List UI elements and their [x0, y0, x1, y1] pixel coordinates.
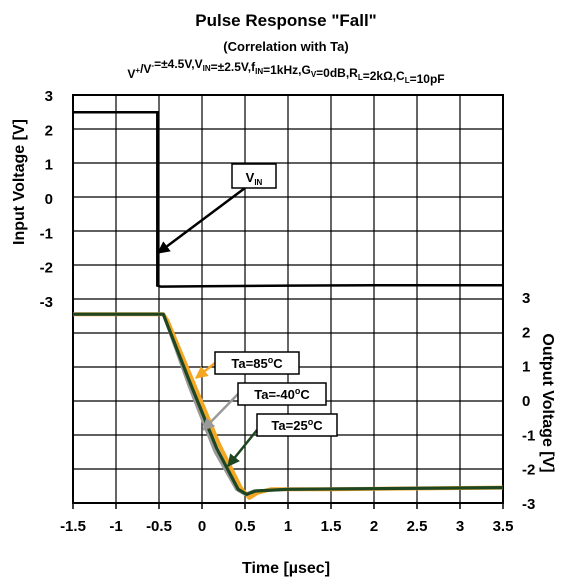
y-left-tick-label: 2 [45, 122, 53, 139]
x-tick-label: 1.5 [321, 518, 342, 535]
y-right-axis-label: Output Voltage [V] [539, 333, 556, 472]
x-tick-label: 0.5 [235, 518, 256, 535]
annotation-box [256, 413, 338, 437]
x-tick-label: -1 [109, 518, 122, 535]
annotation-arrow [227, 429, 258, 467]
test-conditions: V+/V-=±4.5V,VIN=±2.5V,fIN=1kHz,GV=0dB,RL… [127, 57, 444, 86]
y-right-tick-label: 2 [522, 324, 530, 341]
annotation-label: Ta=85oC [231, 355, 283, 371]
y-left-tick-label: 0 [45, 191, 53, 208]
annotation-box [237, 382, 327, 406]
annotation-label: Ta=-40oC [254, 386, 310, 402]
y-left-tick-label: -1 [40, 225, 53, 242]
x-tick-label: -0.5 [146, 518, 172, 535]
chart-subtitle: (Correlation with Ta) [223, 39, 348, 54]
y-left-tick-label: -3 [40, 294, 53, 311]
x-tick-label: -1.5 [60, 518, 86, 535]
x-tick-label: 1 [284, 518, 292, 535]
y-right-tick-label: -2 [522, 462, 535, 479]
y-right-tick-label: 3 [522, 290, 530, 307]
output-series-line [73, 312, 504, 496]
y-right-tick-label: -1 [522, 427, 535, 444]
y-left-tick-label: 3 [45, 88, 53, 105]
annotation-box [214, 351, 300, 375]
y-right-tick-label: 0 [522, 393, 530, 410]
annotation-label: VIN [246, 170, 263, 187]
y-left-axis-label: Input Voltage [V] [11, 119, 28, 245]
annotation-label: Ta=25oC [271, 417, 323, 433]
y-right-tick-label: 1 [522, 359, 530, 376]
y-left-tick-label: -2 [40, 260, 53, 277]
annotation-arrow [156, 186, 246, 255]
x-axis-label: Time [µsec] [242, 560, 330, 577]
annotation-arrow [195, 362, 216, 379]
annotation-box [231, 163, 277, 189]
y-left-tick-label: 1 [45, 157, 53, 174]
x-tick-label: 2.5 [407, 518, 428, 535]
x-tick-label: 2 [370, 518, 378, 535]
annotation-arrow [202, 393, 239, 431]
x-tick-label: 3.5 [493, 518, 514, 535]
chart-title: Pulse Response "Fall" [195, 11, 376, 30]
x-tick-label: 3 [456, 518, 464, 535]
y-right-tick-label: -3 [522, 496, 535, 513]
x-tick-label: 0 [198, 518, 206, 535]
input-series-line [73, 110, 503, 288]
